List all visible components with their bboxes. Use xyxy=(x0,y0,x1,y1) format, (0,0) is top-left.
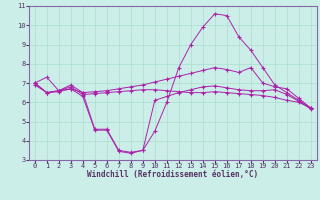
X-axis label: Windchill (Refroidissement éolien,°C): Windchill (Refroidissement éolien,°C) xyxy=(87,170,258,179)
